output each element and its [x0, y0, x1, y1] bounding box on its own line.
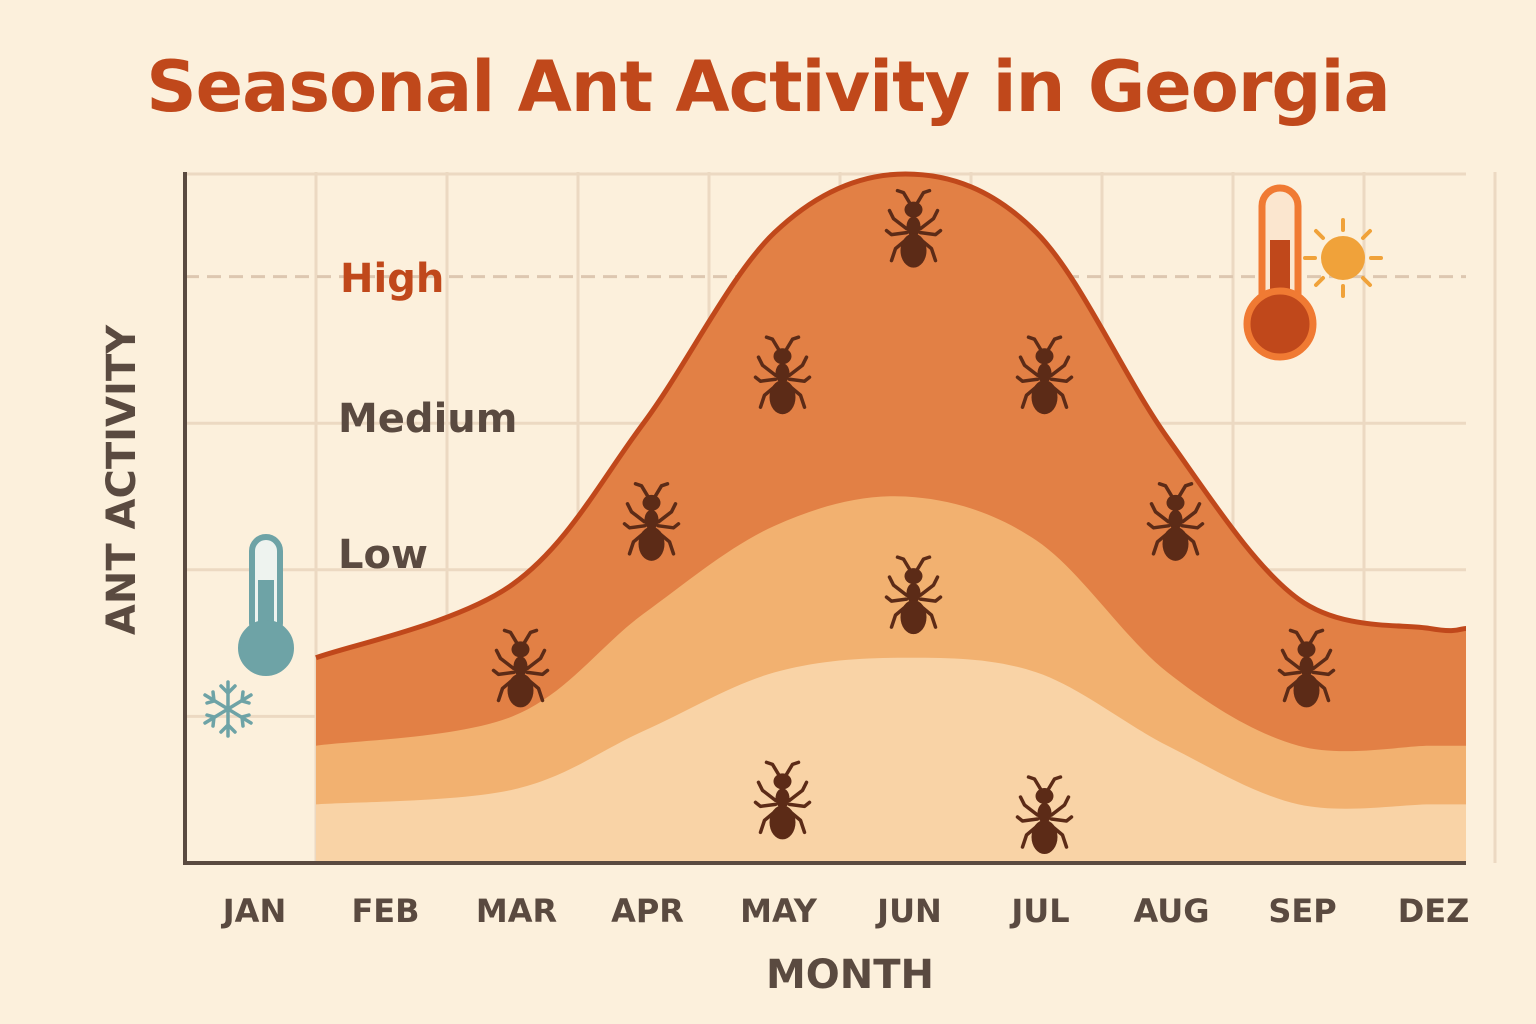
cold-thermometer-icon	[238, 534, 294, 676]
ant-icon	[753, 335, 812, 415]
ant-icon	[1015, 335, 1074, 415]
ant-icon	[622, 482, 681, 561]
ant-icon	[1015, 775, 1074, 855]
ant-icon	[884, 555, 943, 635]
x-tick-label: JAN	[221, 892, 286, 930]
ant-icon	[491, 628, 550, 708]
ant-icon	[1277, 628, 1336, 708]
x-tick-label: MAR	[476, 892, 557, 930]
activity-band-area	[316, 657, 1466, 863]
x-tick-labels: JAN FEB MAR APR MAY JUN JUL AUG SEP DEZ	[221, 892, 1470, 930]
activity-bands	[315, 171, 1467, 864]
chart-title: Seasonal Ant Activity in Georgia	[146, 46, 1390, 128]
level-label-low: Low	[338, 532, 428, 578]
hot-thermometer-icon	[1243, 184, 1317, 361]
x-tick-label: DEZ	[1398, 892, 1470, 930]
ant-markers	[491, 188, 1336, 855]
ant-icon	[884, 188, 943, 268]
y-axis-title: ANT ACTIVITY	[99, 324, 145, 635]
level-label-high: High	[340, 256, 444, 302]
x-axis-title: MONTH	[766, 952, 934, 998]
x-tick-label: JUL	[1009, 892, 1069, 930]
x-tick-label: AUG	[1133, 892, 1209, 930]
x-tick-label: APR	[611, 892, 684, 930]
ant-icon	[753, 760, 812, 840]
x-tick-label: MAY	[740, 892, 818, 930]
x-tick-label: SEP	[1268, 892, 1336, 930]
ant-icon	[1146, 482, 1205, 561]
x-tick-label: FEB	[351, 892, 419, 930]
activity-curve-line	[315, 171, 1467, 661]
sun-icon	[1303, 218, 1383, 298]
x-tick-label: JUN	[875, 892, 942, 930]
snowflake-icon	[203, 680, 253, 738]
level-label-medium: Medium	[338, 396, 517, 442]
